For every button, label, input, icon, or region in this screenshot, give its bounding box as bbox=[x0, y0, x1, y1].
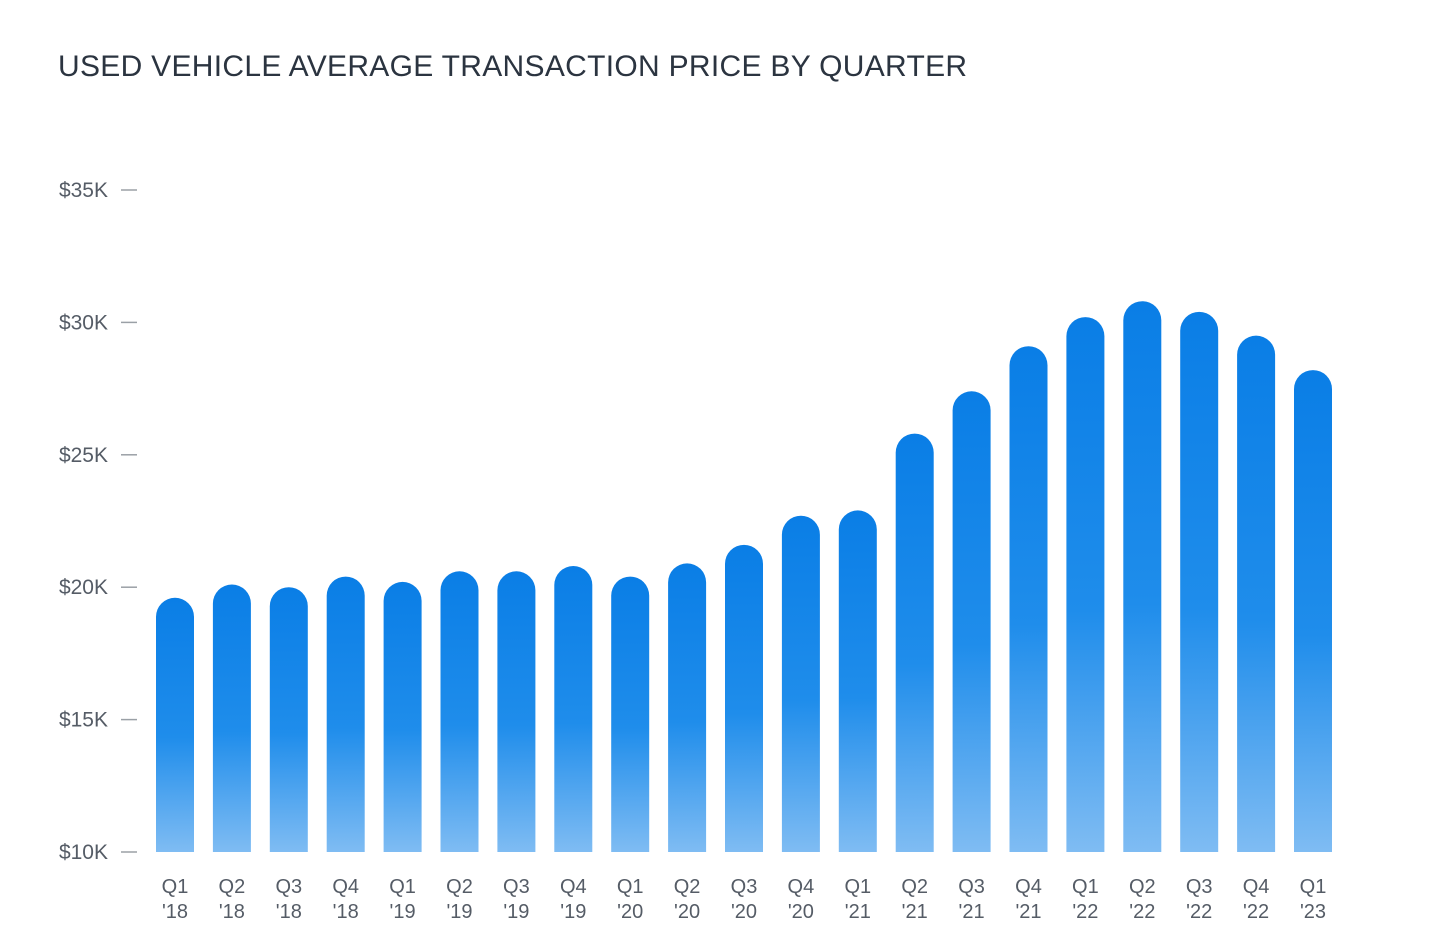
bar bbox=[1009, 346, 1048, 852]
x-tick-label-quarter: Q2 bbox=[1129, 876, 1156, 898]
x-tick-label-quarter: Q3 bbox=[731, 876, 758, 898]
bar bbox=[1237, 335, 1276, 852]
x-tick-label-quarter: Q4 bbox=[1243, 876, 1270, 898]
x-tick-label-quarter: Q3 bbox=[275, 876, 302, 898]
x-tick-label-year: '19 bbox=[390, 901, 416, 923]
x-tick-label-quarter: Q2 bbox=[674, 876, 701, 898]
x-tick-label-quarter: Q1 bbox=[1072, 876, 1099, 898]
bars bbox=[156, 301, 1332, 853]
x-tick-label-year: '18 bbox=[276, 901, 302, 923]
x-tick-label-quarter: Q3 bbox=[503, 876, 530, 898]
x-tick-label-year: '18 bbox=[219, 901, 245, 923]
bar bbox=[1066, 317, 1105, 852]
x-tick-label-quarter: Q4 bbox=[560, 876, 587, 898]
bar bbox=[383, 581, 422, 852]
x-tick-label-quarter: Q1 bbox=[617, 876, 644, 898]
x-tick-label-quarter: Q3 bbox=[958, 876, 985, 898]
y-tick-label: $25K bbox=[59, 444, 108, 467]
x-tick-label-year: '20 bbox=[731, 901, 757, 923]
x-tick-label-year: '18 bbox=[162, 901, 188, 923]
bar bbox=[269, 587, 308, 852]
x-tick-label-year: '19 bbox=[503, 901, 529, 923]
bar bbox=[326, 576, 365, 852]
x-tick-label-year: '19 bbox=[560, 901, 586, 923]
x-tick-label-year: '21 bbox=[959, 901, 985, 923]
x-tick-label-year: '19 bbox=[446, 901, 472, 923]
x-tick-label-year: '20 bbox=[674, 901, 700, 923]
bar bbox=[497, 571, 536, 852]
bar bbox=[725, 544, 763, 852]
y-tick-label: $15K bbox=[59, 709, 108, 732]
bar bbox=[895, 433, 934, 852]
bar bbox=[1180, 311, 1219, 853]
x-tick-label-quarter: Q1 bbox=[844, 876, 871, 898]
chart-title: USED VEHICLE AVERAGE TRANSACTION PRICE B… bbox=[58, 50, 968, 83]
bar bbox=[1123, 301, 1162, 852]
y-tick-label: $35K bbox=[59, 179, 108, 202]
x-tick-label-quarter: Q1 bbox=[389, 876, 416, 898]
bar bbox=[668, 563, 707, 852]
x-tick-label-quarter: Q4 bbox=[332, 876, 359, 898]
y-tick-label: $30K bbox=[59, 311, 108, 334]
x-tick-label-quarter: Q1 bbox=[1300, 876, 1327, 898]
bar bbox=[212, 584, 251, 852]
x-tick-label-quarter: Q2 bbox=[901, 876, 928, 898]
x-tick-label-quarter: Q2 bbox=[446, 876, 473, 898]
x-tick-label-year: '20 bbox=[617, 901, 643, 923]
x-tick-label-year: '21 bbox=[902, 901, 928, 923]
x-tick-label-year: '21 bbox=[1015, 901, 1041, 923]
bar bbox=[781, 515, 820, 852]
x-axis: Q1 '18 Q2 '18 Q3 '18 Q4 '18 Q1 '19 Q2 '19 Q3 '19 Q4 '19… bbox=[162, 876, 1327, 923]
x-tick-label-year: '22 bbox=[1129, 901, 1155, 923]
bar bbox=[156, 597, 194, 852]
x-tick-label-quarter: Q1 bbox=[162, 876, 189, 898]
bar bbox=[952, 391, 991, 852]
x-tick-label-quarter: Q4 bbox=[788, 876, 815, 898]
x-tick-label-year: '23 bbox=[1300, 901, 1326, 923]
x-tick-label-year: '22 bbox=[1243, 901, 1269, 923]
x-tick-label-year: '20 bbox=[788, 901, 814, 923]
x-tick-label-year: '21 bbox=[845, 901, 871, 923]
x-tick-label-quarter: Q3 bbox=[1186, 876, 1213, 898]
x-tick-label-year: '22 bbox=[1186, 901, 1212, 923]
y-axis: $35K $30K $25K $20K $15K $10K bbox=[59, 179, 137, 864]
x-tick-label-quarter: Q2 bbox=[219, 876, 246, 898]
y-tick-label: $10K bbox=[59, 841, 108, 864]
x-tick-label-year: '18 bbox=[333, 901, 359, 923]
bar bbox=[440, 571, 479, 852]
bar bbox=[1294, 370, 1332, 852]
bar bbox=[838, 510, 877, 852]
y-tick-label: $20K bbox=[59, 576, 108, 599]
x-tick-label-quarter: Q4 bbox=[1015, 876, 1042, 898]
x-tick-label-year: '22 bbox=[1072, 901, 1098, 923]
bar bbox=[554, 566, 593, 852]
bar bbox=[611, 576, 650, 852]
